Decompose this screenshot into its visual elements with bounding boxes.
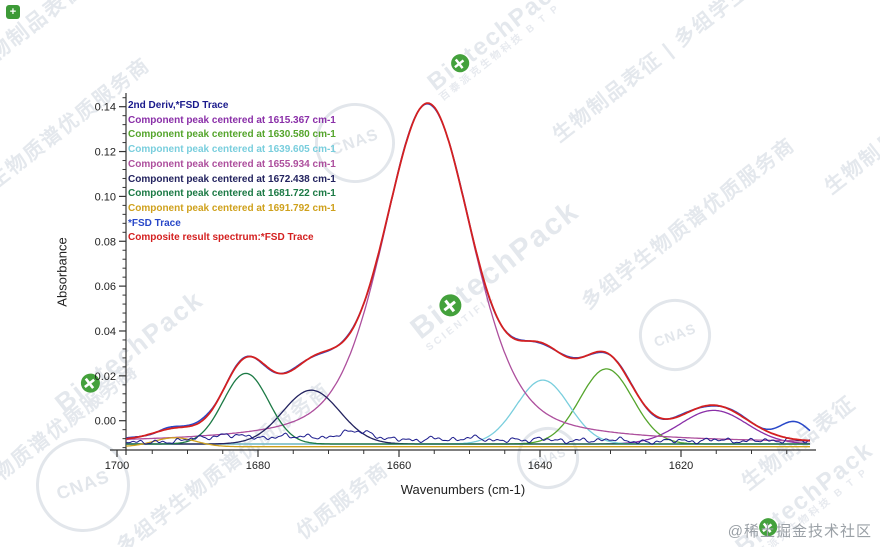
legend-item-5: Component peak centered at 1672.438 cm-1: [128, 173, 336, 185]
legend-item-8: *FSD Trace: [128, 217, 181, 229]
component-1691-curve: [126, 437, 810, 448]
y-tick-label: 0.02: [95, 371, 116, 383]
y-tick-label: 0.12: [95, 147, 116, 159]
x-tick-label: 1700: [105, 460, 129, 472]
y-tick-label: 0.04: [95, 326, 116, 338]
y-tick-label: 0.00: [95, 416, 116, 428]
x-tick-label: 1620: [669, 460, 693, 472]
legend-item-2: Component peak centered at 1630.580 cm-1: [128, 129, 336, 141]
x-tick-label: 1660: [387, 460, 411, 472]
second-derivative-curve: [126, 429, 811, 445]
legend-item-1: Component peak centered at 1615.367 cm-1: [128, 114, 336, 126]
x-axis-title: Wavenumbers (cm-1): [400, 482, 526, 497]
y-axis-title: Absorbance: [54, 237, 70, 307]
legend-item-4: Component peak centered at 1655.934 cm-1: [128, 158, 336, 170]
y-tick-label: 0.14: [95, 102, 116, 114]
x-tick-label: 1640: [528, 460, 552, 472]
legend-item-0: 2nd Deriv,*FSD Trace: [128, 100, 229, 111]
legend-item-6: Component peak centered at 1681.722 cm-1: [128, 188, 336, 200]
attribution-text: @稀土掘金技术社区: [727, 523, 872, 540]
legend-item-7: Component peak centered at 1691.792 cm-1: [128, 202, 336, 214]
legend-item-3: Component peak centered at 1639.605 cm-1: [128, 144, 336, 156]
y-tick-label: 0.06: [95, 281, 116, 293]
legend-item-9: Composite result spectrum:*FSD Trace: [128, 232, 314, 244]
x-tick-label: 1680: [246, 460, 270, 472]
composite-curve: [126, 102, 811, 442]
legend: 2nd Deriv,*FSD Trace Component peak cente…: [128, 99, 336, 246]
y-tick-label: 0.10: [95, 191, 116, 203]
y-tick-label: 0.08: [95, 236, 116, 248]
biotechpack-logo-icon: +: [6, 5, 20, 19]
